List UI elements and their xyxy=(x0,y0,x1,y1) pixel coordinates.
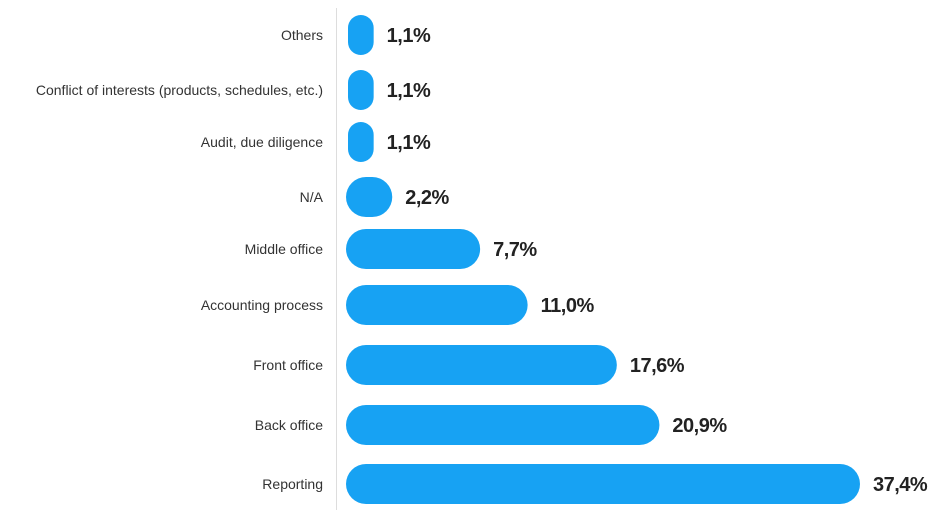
bar xyxy=(346,405,660,445)
category-label: Middle office xyxy=(245,241,324,257)
bar xyxy=(346,177,393,217)
category-label: Audit, due diligence xyxy=(201,134,323,150)
value-label: 11,0% xyxy=(541,295,595,317)
bar xyxy=(348,70,374,110)
category-label: N/A xyxy=(300,189,324,205)
value-label: 17,6% xyxy=(630,355,685,377)
value-label: 20,9% xyxy=(672,415,727,437)
category-label: Accounting process xyxy=(201,297,323,313)
value-label: 7,7% xyxy=(493,239,537,261)
bar xyxy=(346,229,481,269)
bar xyxy=(348,122,374,162)
bar xyxy=(346,464,860,504)
value-label: 1,1% xyxy=(387,132,431,154)
category-label: Front office xyxy=(253,357,323,373)
category-label: Back office xyxy=(255,417,323,433)
value-label: 1,1% xyxy=(387,25,431,47)
category-label: Reporting xyxy=(262,476,323,492)
bar xyxy=(346,345,617,385)
value-label: 2,2% xyxy=(405,187,449,209)
bar xyxy=(348,15,374,55)
value-label: 1,1% xyxy=(387,80,431,102)
value-label: 37,4% xyxy=(873,474,928,496)
category-label: Others xyxy=(281,27,323,43)
category-label: Conflict of interests (products, schedul… xyxy=(36,82,323,98)
bar xyxy=(346,285,528,325)
